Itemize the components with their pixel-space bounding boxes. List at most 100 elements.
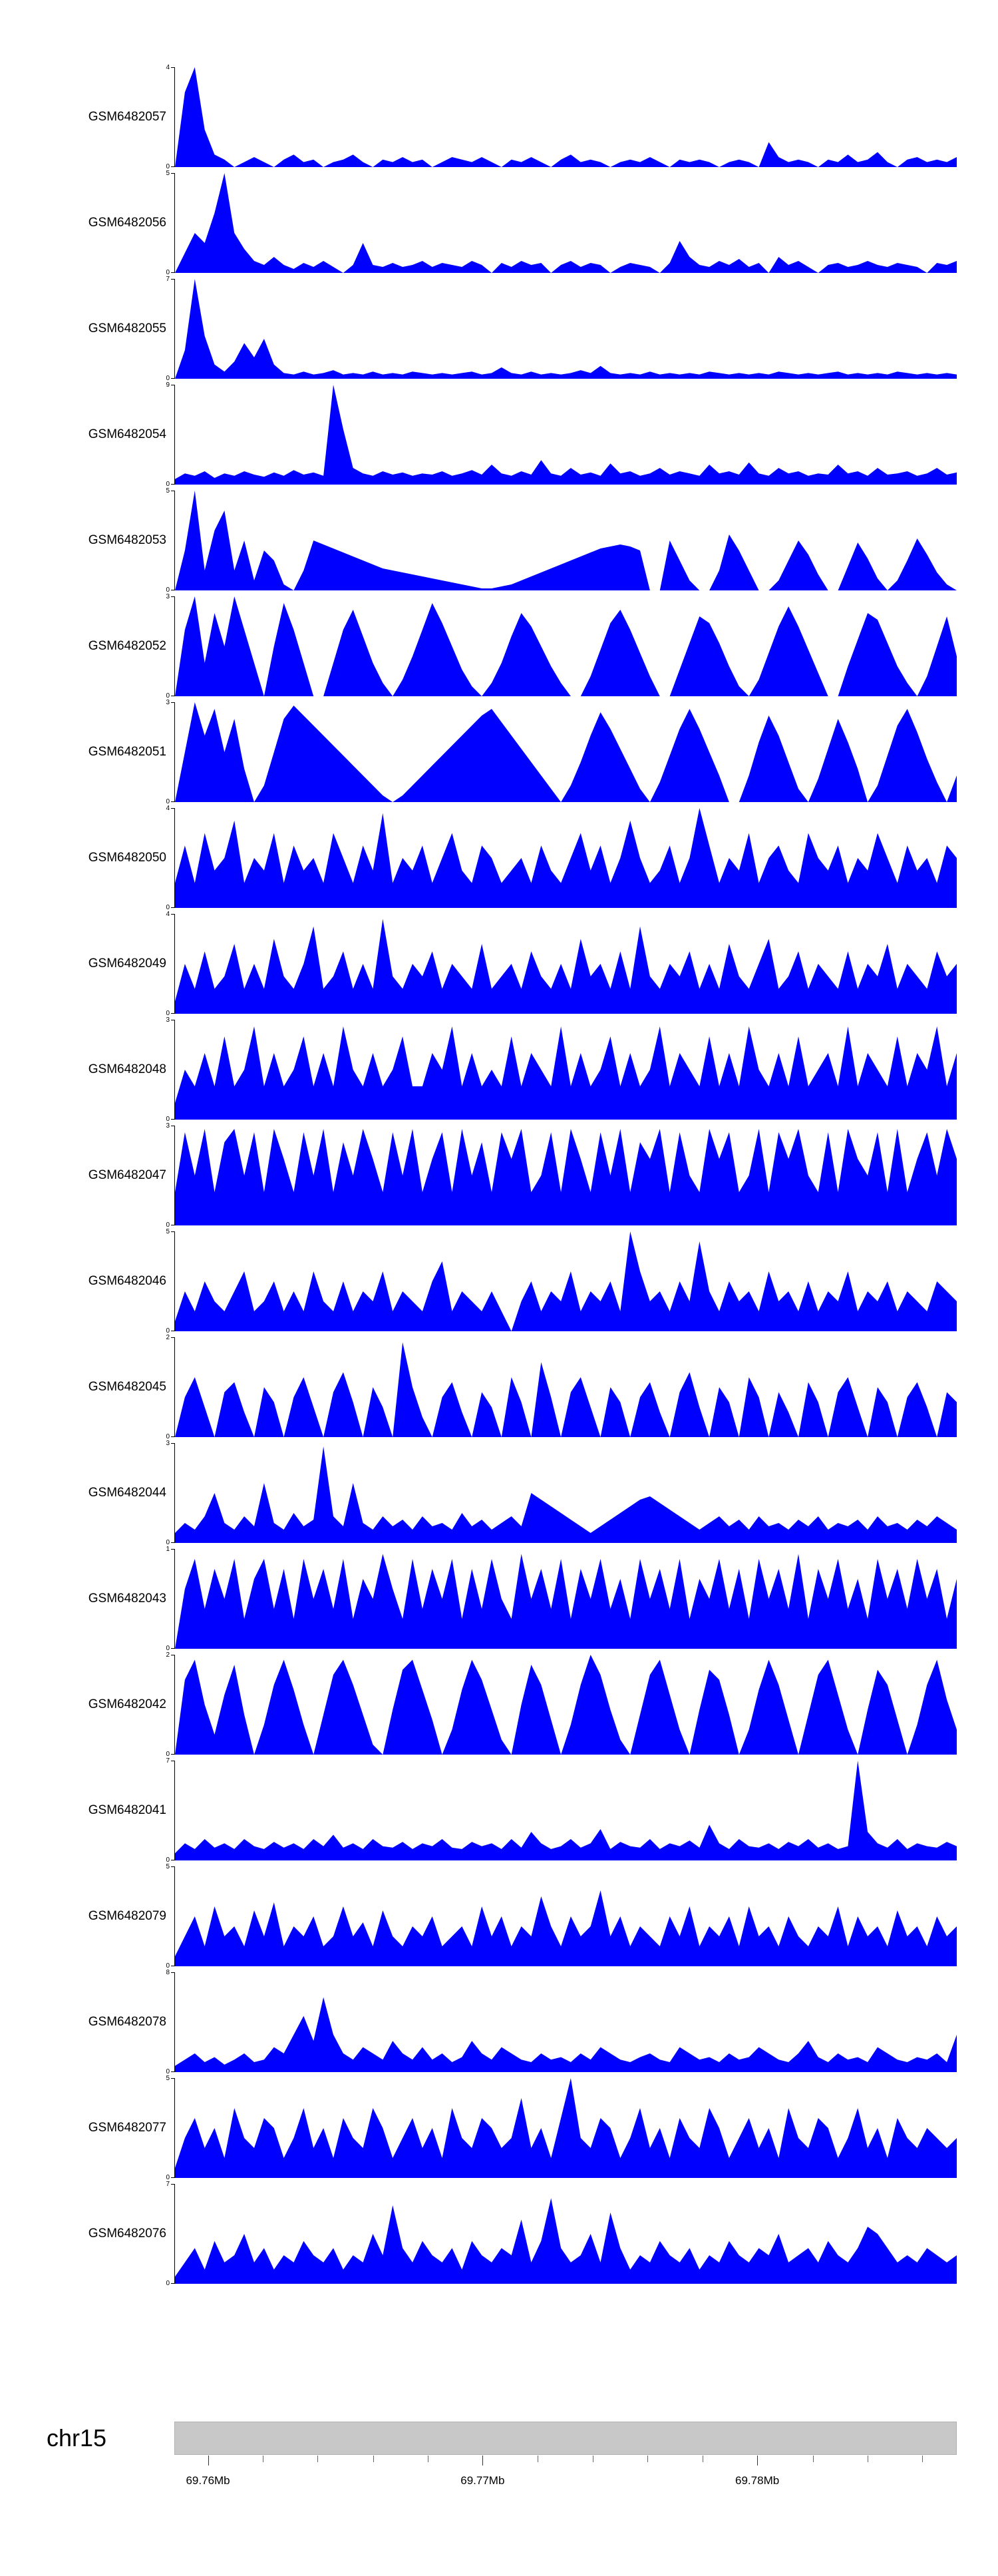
track-plot: 3 0 (166, 1440, 957, 1546)
track-label: GSM6482052 (88, 638, 166, 653)
coverage-polygon (175, 702, 957, 802)
y-axis-max-label: 5 (166, 1228, 170, 1235)
track-plot: 5 0 (166, 170, 957, 276)
y-axis-max-label: 7 (166, 276, 170, 283)
y-axis-max-label: 9 (166, 381, 170, 389)
y-axis-zero-label: 0 (166, 2068, 170, 2075)
coverage-polygon (175, 596, 957, 696)
coverage-area (175, 2078, 957, 2178)
track-plot: 1 0 (166, 1546, 957, 1652)
track-row: GSM6482056 5 0 (0, 170, 998, 276)
track-label: GSM6482047 (88, 1168, 166, 1182)
chromosome-bar (174, 2422, 957, 2455)
y-axis-max-label: 3 (166, 1122, 170, 1130)
y-axis-max-label: 3 (166, 1016, 170, 1024)
ruler-tick (482, 2456, 484, 2466)
coverage-area (175, 279, 957, 379)
track-row: GSM6482047 3 0 (0, 1122, 998, 1229)
coverage-area (175, 1129, 957, 1225)
track-plot: 3 0 (166, 1122, 957, 1229)
y-axis-zero-label: 0 (166, 1327, 170, 1335)
track-row: GSM6482055 7 0 (0, 276, 998, 382)
y-axis-max-label: 1 (166, 1546, 170, 1553)
y-axis-zero-label: 0 (166, 163, 170, 170)
track-label: GSM6482050 (88, 850, 166, 865)
y-axis-zero-label: 0 (166, 1116, 170, 1123)
track-plot: 5 0 (166, 1863, 957, 1970)
track-label: GSM6482076 (88, 2226, 166, 2241)
ruler-tick-label: 69.76Mb (186, 2474, 230, 2487)
y-axis-max-label: 3 (166, 593, 170, 600)
track-plot: 8 0 (166, 1969, 957, 2075)
track-label: GSM6482079 (88, 1908, 166, 1923)
coverage-area (175, 385, 957, 485)
y-axis-zero-label: 0 (166, 375, 170, 382)
ruler-tick-label: 69.77Mb (460, 2474, 505, 2487)
ruler-tick (922, 2456, 923, 2462)
track-label: GSM6482045 (88, 1379, 166, 1394)
y-axis-zero-label: 0 (166, 1221, 170, 1229)
y-axis-max-label: 2 (166, 1651, 170, 1659)
coverage-area (175, 1342, 957, 1437)
track-label: GSM6482042 (88, 1697, 166, 1711)
track-row: GSM6482053 5 0 (0, 487, 998, 594)
coverage-area (175, 1446, 957, 1543)
track-plot: 5 0 (166, 2075, 957, 2181)
coverage-area (175, 702, 957, 802)
y-axis-zero-label: 0 (166, 798, 170, 805)
y-axis-zero-label: 0 (166, 2280, 170, 2287)
track-label: GSM6482051 (88, 744, 166, 759)
coverage-polygon (175, 1761, 957, 1860)
ruler-tick-label: 69.78Mb (735, 2474, 780, 2487)
coverage-area (175, 1554, 957, 1649)
y-axis-zero-label: 0 (166, 269, 170, 276)
track-label: GSM6482049 (88, 956, 166, 970)
ruler-tick (757, 2456, 758, 2466)
track-label: GSM6482055 (88, 321, 166, 335)
track-plot: 7 0 (166, 2181, 957, 2287)
y-axis-max-label: 7 (166, 1757, 170, 1765)
coverage-polygon (175, 279, 957, 379)
track-row: GSM6482049 4 0 (0, 911, 998, 1017)
track-label: GSM6482077 (88, 2120, 166, 2135)
coverage-area (175, 1890, 957, 1966)
coverage-area (175, 2198, 957, 2284)
y-axis-max-label: 5 (166, 487, 170, 495)
coverage-polygon (175, 1026, 957, 1120)
track-label: GSM6482078 (88, 2014, 166, 2029)
coverage-polygon (175, 491, 957, 590)
coverage-area (175, 1655, 957, 1755)
track-row: GSM6482057 4 0 (0, 64, 998, 170)
coverage-polygon (175, 385, 957, 485)
track-plot: 2 0 (166, 1651, 957, 1758)
coverage-area (175, 1026, 957, 1120)
y-axis-zero-label: 0 (166, 1539, 170, 1546)
track-label: GSM6482046 (88, 1273, 166, 1288)
coverage-area (175, 173, 957, 273)
coverage-polygon (175, 2198, 957, 2284)
track-row: GSM6482051 3 0 (0, 699, 998, 805)
track-plot: 7 0 (166, 276, 957, 382)
track-row: GSM6482050 4 0 (0, 805, 998, 911)
track-label: GSM6482054 (88, 427, 166, 441)
chromosome-label: chr15 (47, 2424, 107, 2452)
ruler-tick (647, 2456, 649, 2462)
track-row: GSM6482076 7 0 (0, 2181, 998, 2287)
track-label: GSM6482044 (88, 1485, 166, 1500)
ruler-tick (373, 2456, 374, 2462)
ruler-tick (208, 2456, 209, 2466)
coverage-polygon (175, 808, 957, 908)
track-label: GSM6482057 (88, 109, 166, 124)
y-axis-zero-label: 0 (166, 1433, 170, 1440)
ruler: 69.76Mb 69.77Mb 69.78Mb (174, 2456, 957, 2502)
y-axis-zero-label: 0 (166, 2174, 170, 2181)
track-row: GSM6482041 7 0 (0, 1757, 998, 1864)
track-row: GSM6482054 9 0 (0, 381, 998, 488)
y-axis-max-label: 4 (166, 911, 170, 918)
ruler-tick (317, 2456, 319, 2462)
coverage-polygon (175, 1342, 957, 1437)
coverage-area (175, 919, 957, 1014)
y-axis-max-label: 4 (166, 805, 170, 812)
y-axis-max-label: 7 (166, 2181, 170, 2188)
